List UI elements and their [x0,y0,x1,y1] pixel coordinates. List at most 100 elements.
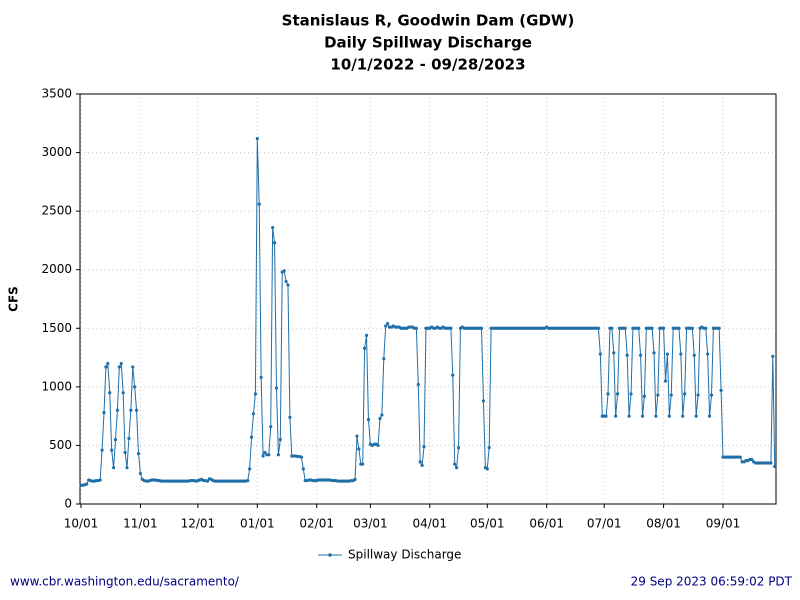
data-point [353,477,357,481]
data-point [131,365,135,369]
data-point [629,392,633,396]
data-point [692,353,696,357]
data-point [257,202,261,206]
data-point [479,326,484,330]
data-point [677,326,681,330]
data-point [363,346,367,350]
x-tick-label: 11/01 [123,517,158,531]
data-point [272,241,277,245]
data-point [615,392,620,396]
legend-marker [328,553,332,557]
data-point [656,393,660,397]
data-point [108,391,112,395]
data-point [750,457,754,462]
data-point [669,393,673,397]
data-point [414,326,418,330]
legend-label: Spillway Discharge [348,548,461,562]
data-point [652,351,656,355]
data-point [627,414,631,418]
data-point [125,466,129,470]
data-point [274,386,279,390]
data-point [136,452,141,456]
data-point [104,365,108,369]
data-point [455,466,459,470]
data-point [100,448,104,452]
data-point [382,357,386,361]
data-point [598,352,602,356]
data-point [119,361,123,366]
data-point [269,425,273,429]
y-tick-label: 0 [64,497,72,511]
x-tick-label: 04/01 [412,517,447,531]
data-point [679,352,683,356]
x-tick-label: 03/01 [353,517,388,531]
data-point [364,333,369,337]
data-point [205,479,210,483]
data-point [85,482,89,486]
data-point [614,414,618,418]
data-point [707,414,712,418]
data-point [263,450,267,455]
data-point [596,326,601,330]
data-point [286,283,290,287]
data-point [378,416,382,421]
x-tick-label: 12/01 [181,517,216,531]
data-point [288,415,292,419]
y-tick-label: 3500 [41,87,72,101]
data-point [386,322,390,326]
data-point [384,324,388,328]
data-point [485,467,489,471]
data-point [284,279,288,284]
data-point [253,392,257,396]
data-point [267,453,271,457]
data-point [706,352,710,356]
data-point [612,351,616,355]
data-point [133,385,137,389]
data-point [357,447,361,451]
data-point [418,460,422,464]
data-point [661,326,666,330]
data-point [738,455,742,459]
data-point [127,436,131,440]
data-point [102,411,106,415]
x-tick-label: 01/01 [240,517,275,531]
data-point [251,412,256,416]
data-point [261,454,265,458]
data-point [282,269,286,273]
data-point [129,408,133,412]
data-point [110,448,114,452]
data-point [117,365,121,369]
x-tick-label: 02/01 [299,517,334,531]
y-tick-label: 1000 [41,379,72,393]
data-point [663,379,668,383]
data-point [704,326,708,330]
data-point [625,353,629,357]
data-point [773,464,777,469]
data-point [449,326,453,330]
data-point [121,391,125,395]
data-point [380,413,384,417]
data-point [719,388,723,392]
data-point [665,352,670,356]
data-point [113,437,118,442]
data-point [422,445,426,449]
data-point [451,373,455,377]
x-tick-label: 09/01 [706,517,741,531]
data-point [276,453,280,457]
data-point [259,375,263,380]
data-point [246,478,250,483]
data-point [138,471,143,476]
data-point [376,443,380,448]
data-point [248,467,252,471]
data-point [301,467,305,471]
data-point [115,408,120,412]
data-point [717,326,721,330]
data-point [249,435,254,439]
data-point [98,478,102,482]
data-point [420,463,424,467]
data-point [709,393,714,397]
data-point [606,392,610,396]
chart-subtitle: Daily Spillway Discharge [324,34,532,52]
data-point [623,326,627,330]
